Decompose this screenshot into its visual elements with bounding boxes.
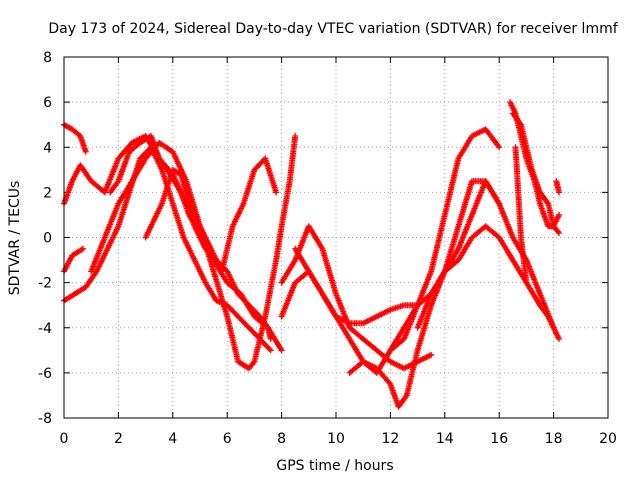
data-point bbox=[556, 211, 563, 218]
x-tick-label: 8 bbox=[277, 431, 286, 447]
plot-frame bbox=[63, 56, 609, 419]
data-point bbox=[556, 229, 563, 236]
x-axis-label: GPS time / hours bbox=[276, 458, 393, 474]
x-tick-label: 16 bbox=[490, 431, 508, 447]
data-point bbox=[82, 148, 89, 155]
y-tick-label: -2 bbox=[38, 276, 52, 292]
series-track-4 bbox=[61, 144, 274, 354]
chart-title: Day 173 of 2024, Sidereal Day-to-day VTE… bbox=[48, 21, 618, 37]
data-point bbox=[523, 279, 530, 286]
data-point bbox=[267, 347, 274, 354]
x-tick-label: 0 bbox=[60, 431, 69, 447]
y-tick-label: 6 bbox=[43, 95, 52, 111]
x-tick-label: 20 bbox=[599, 431, 617, 447]
x-axis-ticks: 0 2 4 6 8 10 12 14 16 18 20 bbox=[60, 57, 617, 447]
x-tick-label: 6 bbox=[223, 431, 232, 447]
data-point bbox=[556, 189, 563, 196]
series-track-7 bbox=[142, 155, 280, 275]
data-point bbox=[273, 189, 280, 196]
series-track-3 bbox=[61, 245, 87, 275]
y-tick-label: -8 bbox=[38, 411, 52, 427]
series-track-17 bbox=[553, 178, 563, 196]
data-point bbox=[80, 245, 87, 252]
y-tick-label: 4 bbox=[43, 140, 52, 156]
data-point bbox=[292, 132, 299, 139]
y-tick-label: 0 bbox=[43, 231, 52, 247]
x-tick-label: 18 bbox=[545, 431, 563, 447]
series-track-11 bbox=[346, 178, 557, 410]
x-tick-label: 14 bbox=[436, 431, 454, 447]
data-point bbox=[266, 346, 273, 353]
x-tick-label: 12 bbox=[381, 431, 399, 447]
y-tick-label: -6 bbox=[38, 366, 52, 382]
y-axis-label: SDTVAR / TECUs bbox=[7, 181, 23, 296]
data-point bbox=[428, 351, 435, 358]
series-track-16 bbox=[512, 144, 530, 286]
y-tick-label: 8 bbox=[43, 50, 52, 66]
y-tick-label: 2 bbox=[43, 185, 52, 201]
series-track-12 bbox=[387, 126, 503, 354]
data-point bbox=[556, 336, 563, 343]
series-track-13 bbox=[414, 223, 563, 343]
data-point bbox=[496, 144, 503, 151]
series-track-2 bbox=[61, 121, 89, 155]
x-tick-label: 2 bbox=[114, 431, 123, 447]
x-tick-label: 10 bbox=[327, 431, 345, 447]
series-track-10 bbox=[292, 245, 421, 327]
series-track-1 bbox=[61, 132, 285, 354]
data-point bbox=[267, 336, 274, 343]
x-tick-label: 4 bbox=[168, 431, 177, 447]
data-points bbox=[61, 99, 563, 410]
grid-lines bbox=[64, 57, 608, 418]
series-track-15 bbox=[509, 110, 563, 236]
y-tick-label: -4 bbox=[38, 321, 52, 337]
y-axis-ticks: -8 -6 -4 -2 0 2 4 6 8 bbox=[38, 50, 608, 427]
data-point bbox=[278, 347, 285, 354]
